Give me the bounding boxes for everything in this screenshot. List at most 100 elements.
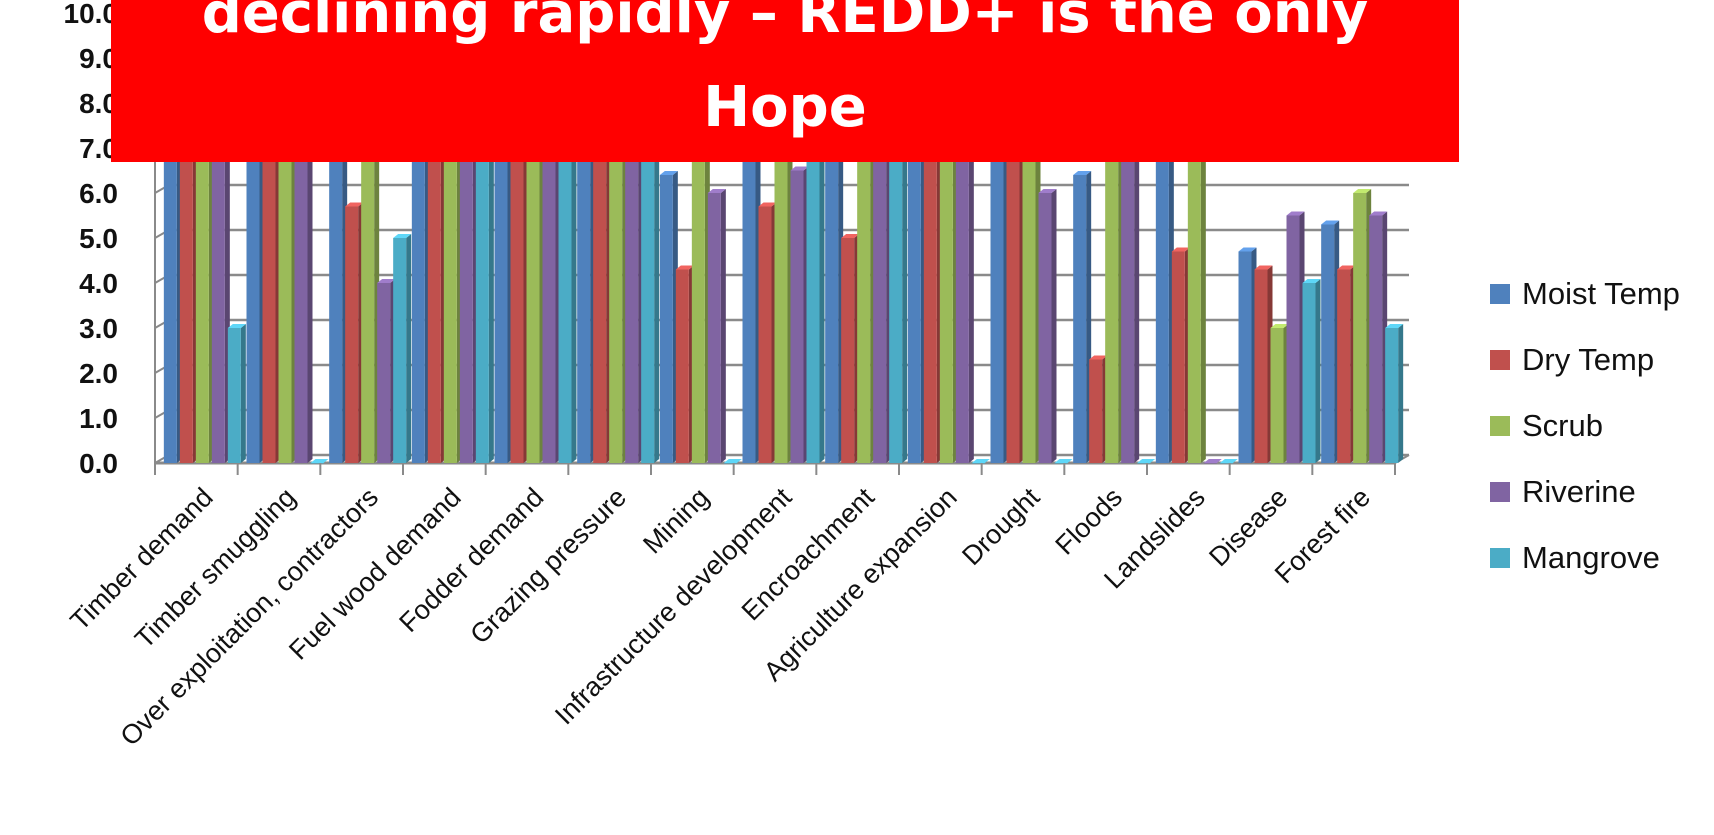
bar-side xyxy=(1315,279,1321,463)
legend-swatch xyxy=(1490,548,1510,568)
bar-top xyxy=(1238,247,1257,252)
legend-label: Dry Temp xyxy=(1522,342,1655,377)
bar-side xyxy=(902,121,908,463)
bar-top xyxy=(841,234,860,238)
bar xyxy=(310,463,324,464)
legend-label: Riverine xyxy=(1522,474,1636,509)
bar xyxy=(1369,215,1383,463)
bar-top xyxy=(1219,459,1238,463)
bar xyxy=(1038,193,1052,463)
bar xyxy=(707,193,721,463)
bar-top xyxy=(1254,265,1273,270)
bar xyxy=(841,238,855,463)
bar-top xyxy=(1137,459,1156,463)
y-tick-label: 0.0 xyxy=(79,448,118,479)
bar-top xyxy=(675,265,694,270)
bar xyxy=(825,139,839,463)
bar xyxy=(774,139,788,463)
bar xyxy=(625,125,639,463)
bar-top xyxy=(1171,247,1190,252)
bar-top xyxy=(971,459,990,463)
title-banner: declining rapidly – REDD+ is the only Ho… xyxy=(111,0,1459,162)
y-tick-label: 6.0 xyxy=(79,178,118,209)
x-tick-label: Grazing pressure xyxy=(464,482,632,650)
y-tick-label: 3.0 xyxy=(79,313,118,344)
bar xyxy=(475,103,489,463)
bar-side xyxy=(968,121,974,463)
bar xyxy=(1385,328,1399,463)
bar xyxy=(345,206,359,463)
bar-side xyxy=(571,76,577,463)
y-tick-label: 4.0 xyxy=(79,268,118,299)
bar-top xyxy=(758,202,777,207)
bar xyxy=(609,152,623,463)
bar xyxy=(1337,269,1351,463)
bar xyxy=(857,125,871,463)
bar xyxy=(1187,125,1201,463)
bar xyxy=(443,103,457,463)
bar xyxy=(1089,359,1103,463)
bar-side xyxy=(1398,324,1404,463)
bar-side xyxy=(1200,121,1206,463)
bar xyxy=(758,206,772,463)
bar xyxy=(262,103,276,463)
bar-top xyxy=(1321,220,1340,225)
bar xyxy=(211,125,225,463)
bar xyxy=(1137,463,1151,464)
bar-side xyxy=(819,121,825,463)
legend-swatch xyxy=(1490,416,1510,436)
bar xyxy=(790,170,804,463)
bar xyxy=(1073,175,1087,463)
bar xyxy=(923,125,937,463)
bar xyxy=(510,80,524,463)
bar-side xyxy=(488,99,494,463)
bar-side xyxy=(240,324,246,463)
bar xyxy=(1155,161,1169,463)
bar xyxy=(427,103,441,463)
bar-side xyxy=(406,234,412,463)
bar-top xyxy=(377,279,396,283)
y-tick-label: 5.0 xyxy=(79,223,118,254)
x-tick-label: Floods xyxy=(1050,482,1129,561)
bar xyxy=(1121,125,1135,463)
bar xyxy=(1006,125,1020,463)
bar xyxy=(1353,193,1367,463)
y-tick-label: 1.0 xyxy=(79,403,118,434)
bar xyxy=(558,80,572,463)
bar xyxy=(179,125,193,463)
bar xyxy=(459,103,473,463)
legend-label: Moist Temp xyxy=(1522,276,1680,311)
bar xyxy=(361,125,375,463)
bar xyxy=(806,125,820,463)
bar xyxy=(246,103,260,463)
y-tick-label: 10.0 xyxy=(64,0,119,29)
bar xyxy=(1302,283,1316,463)
bar xyxy=(1286,215,1300,463)
bar xyxy=(1219,463,1233,464)
bar xyxy=(227,328,241,463)
bar-side xyxy=(1051,189,1057,463)
bar xyxy=(659,175,673,463)
legend-label: Scrub xyxy=(1522,408,1603,443)
bar xyxy=(1203,463,1217,464)
bar xyxy=(577,125,591,463)
bar xyxy=(526,80,540,463)
bar-top xyxy=(1302,279,1321,283)
bar xyxy=(1238,251,1252,463)
bar-top xyxy=(1073,171,1092,175)
bar xyxy=(329,139,343,463)
bar xyxy=(542,80,556,463)
bar xyxy=(675,269,689,463)
bar xyxy=(641,125,655,463)
legend-swatch xyxy=(1490,284,1510,304)
bar xyxy=(593,161,607,463)
bar xyxy=(971,463,985,464)
x-tick-label: Timber demand xyxy=(65,482,219,636)
bar-top xyxy=(790,166,809,171)
bar xyxy=(411,103,425,463)
y-tick-label: 2.0 xyxy=(79,358,118,389)
bar xyxy=(1022,125,1036,463)
bar xyxy=(1254,269,1268,463)
bar-side xyxy=(720,189,726,463)
